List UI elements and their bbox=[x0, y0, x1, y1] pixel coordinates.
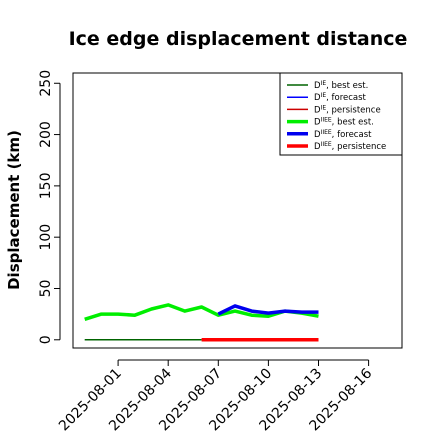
x-axis: 2025-08-012025-08-042025-08-072025-08-10… bbox=[56, 359, 375, 434]
legend-label: DIE, best est. bbox=[314, 80, 368, 91]
legend-label: DIE, forecast bbox=[314, 92, 367, 103]
y-tick-label: 100 bbox=[38, 224, 54, 251]
y-tick-label: 150 bbox=[38, 173, 54, 200]
chart-title: Ice edge displacement distance bbox=[69, 28, 408, 50]
legend-label: DIIEE, forecast bbox=[314, 129, 372, 140]
y-tick-label: 200 bbox=[38, 121, 54, 148]
y-tick-label: 0 bbox=[38, 335, 54, 344]
legend-label: DIE, persistence bbox=[314, 104, 381, 115]
y-axis-label: Displacement (km) bbox=[5, 130, 23, 290]
legend-label: DIIEE, best est. bbox=[314, 117, 374, 128]
y-tick-label: 250 bbox=[38, 70, 54, 97]
legend-label: DIIEE, persistence bbox=[314, 141, 386, 152]
legend-box bbox=[279, 72, 403, 156]
plot-frame bbox=[72, 72, 403, 349]
series-layer bbox=[84, 303, 319, 342]
y-tick-label: 50 bbox=[38, 280, 54, 298]
series-line bbox=[217, 304, 319, 316]
y-axis: 0 50 100 150 200 250 bbox=[38, 70, 61, 344]
